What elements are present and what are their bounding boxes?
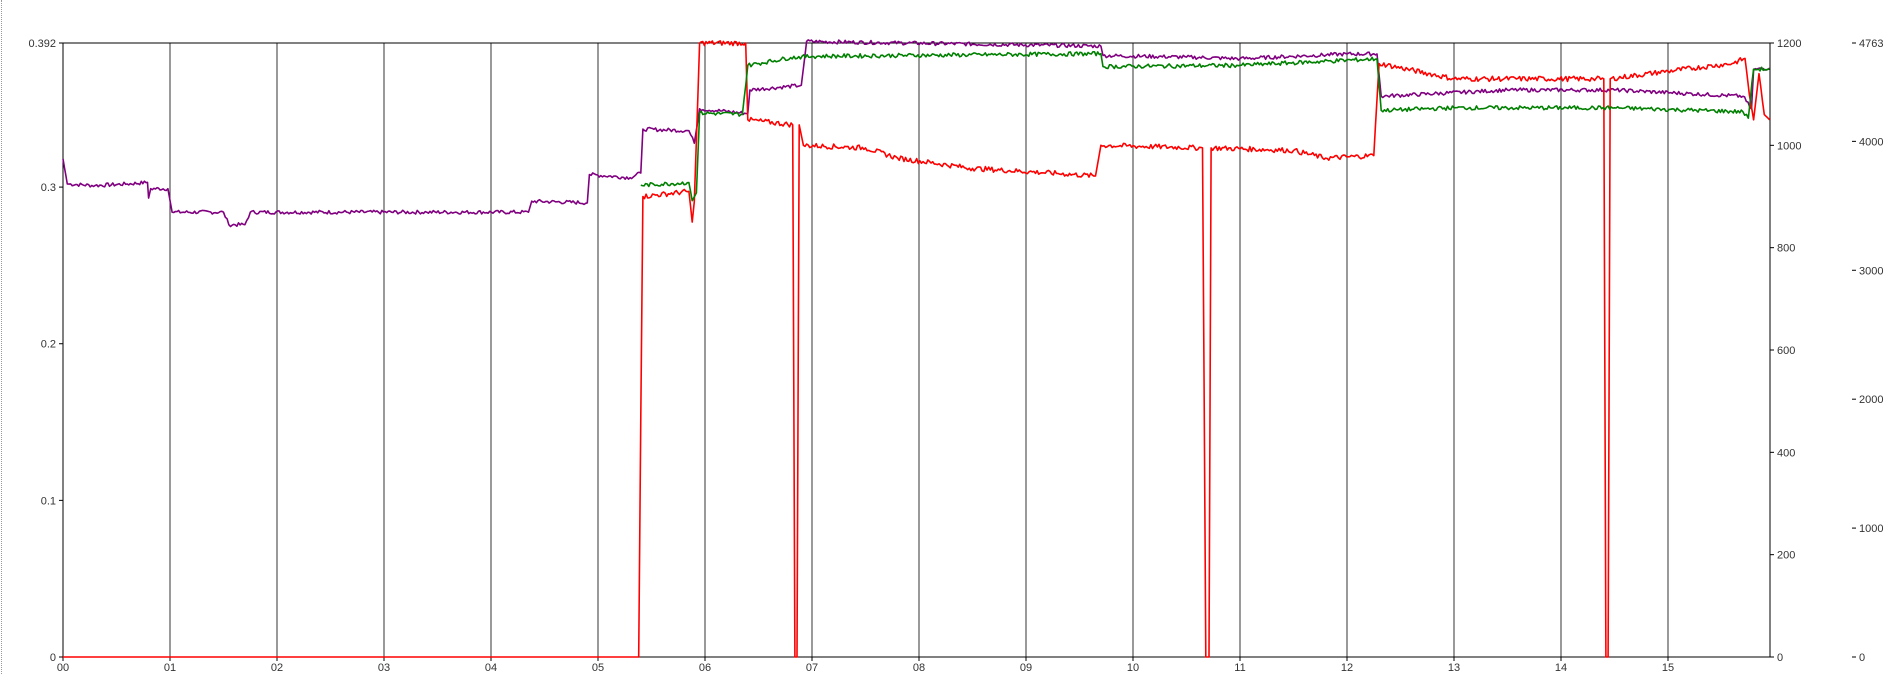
right1-tick-label: 0 xyxy=(1777,652,1783,664)
x-tick-label: 00 xyxy=(57,662,69,674)
x-tick-label: 04 xyxy=(485,662,497,674)
x-tick-label: 11 xyxy=(1234,662,1245,674)
left-tick-label: 0.392 xyxy=(28,38,56,50)
right2-tick-label: 2000 xyxy=(1859,394,1883,406)
x-tick-label: 09 xyxy=(1020,662,1032,674)
left-tick-label: 0.1 xyxy=(41,495,56,507)
right1-tick-label: 800 xyxy=(1777,243,1795,255)
right1-tick-label: 200 xyxy=(1777,550,1795,562)
x-tick-label: 06 xyxy=(699,662,711,674)
left-tick-label: 0 xyxy=(50,652,56,664)
x-tick-label: 10 xyxy=(1127,662,1139,674)
series-line-2 xyxy=(63,40,1771,658)
right1-tick-label: 600 xyxy=(1777,345,1795,357)
right2-tick-label: 1000 xyxy=(1859,523,1883,535)
left-tick-label: 0.3 xyxy=(41,182,56,194)
x-tick-label: 15 xyxy=(1662,662,1674,674)
series-line-1 xyxy=(62,39,1771,228)
x-tick-label: 05 xyxy=(592,662,604,674)
x-tick-label: 03 xyxy=(378,662,390,674)
right1-tick-label: 1200 xyxy=(1777,38,1801,50)
panel-edge xyxy=(1,0,2,674)
right2-tick-label: 4763 xyxy=(1859,38,1883,50)
x-tick-label: 07 xyxy=(806,662,818,674)
series-line-3 xyxy=(640,51,1770,202)
right2-tick-label: 3000 xyxy=(1859,265,1883,277)
left-tick-label: 0.2 xyxy=(41,339,56,351)
x-tick-label: 14 xyxy=(1555,662,1567,674)
right1-tick-label: 400 xyxy=(1777,447,1795,459)
x-tick-label: 12 xyxy=(1341,662,1353,674)
x-tick-label: 08 xyxy=(913,662,925,674)
right1-tick-label: 1000 xyxy=(1777,140,1801,152)
x-tick-label: 01 xyxy=(164,662,176,674)
right2-tick-label: 0 xyxy=(1859,652,1865,664)
right2-tick-label: 4000 xyxy=(1859,136,1883,148)
x-tick-label: 13 xyxy=(1448,662,1460,674)
x-tick-label: 02 xyxy=(271,662,283,674)
